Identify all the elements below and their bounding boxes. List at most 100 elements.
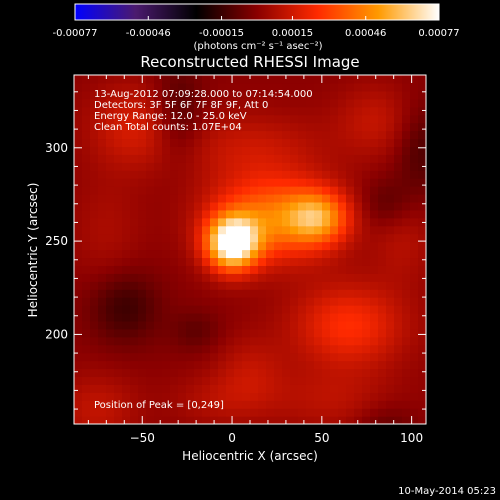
heatmap-cell (314, 289, 323, 298)
heatmap-cell (378, 408, 387, 417)
heatmap-cell (162, 98, 171, 108)
heatmap-cell (122, 289, 131, 298)
heatmap-cell (98, 162, 107, 171)
heatmap-cell (250, 289, 259, 298)
heatmap-cell (410, 400, 419, 409)
heatmap-cell (274, 376, 283, 385)
heatmap-cell (170, 257, 179, 266)
heatmap-cell (114, 265, 123, 274)
heatmap-cell (194, 249, 203, 259)
heatmap-cell (138, 257, 147, 266)
heatmap-cell (362, 320, 371, 330)
heatmap-cell (386, 265, 395, 274)
heatmap-cell (314, 400, 323, 409)
heatmap-cell (290, 217, 299, 227)
heatmap-cell (242, 146, 251, 155)
heatmap-cell (258, 209, 267, 219)
heatmap-cell (82, 400, 91, 409)
heatmap-cell (154, 360, 163, 370)
heatmap-cell (314, 392, 323, 401)
heatmap-cell (162, 400, 171, 409)
heatmap-cell (218, 154, 227, 163)
heatmap-cell (354, 360, 363, 370)
heatmap-cell (314, 106, 323, 116)
heatmap-cell (146, 273, 155, 282)
heatmap-cell (106, 130, 115, 140)
heatmap-cell (362, 217, 371, 227)
heatmap-cell (258, 312, 267, 322)
heatmap-cell (194, 217, 203, 227)
heatmap-cell (138, 146, 147, 155)
heatmap-cell (306, 154, 315, 163)
heatmap-cell (178, 170, 187, 179)
heatmap-cell (258, 376, 267, 385)
heatmap-cell (130, 265, 139, 274)
heatmap-cell (162, 82, 171, 92)
heatmap-cell (370, 201, 379, 211)
heatmap-cell (162, 138, 171, 147)
heatmap-cell (282, 162, 291, 171)
heatmap-cell (154, 376, 163, 385)
heatmap-cell (314, 186, 323, 195)
heatmap-cell (74, 106, 83, 116)
heatmap-cell (186, 154, 195, 163)
heatmap-cell (98, 392, 107, 401)
heatmap-cell (362, 360, 371, 370)
heatmap-cell (90, 336, 99, 346)
heatmap-cell (130, 98, 139, 108)
heatmap-cell (218, 146, 227, 155)
heatmap-cell (162, 90, 171, 100)
heatmap-cell (194, 408, 203, 417)
heatmap-cell (314, 344, 323, 354)
heatmap-cell (170, 225, 179, 235)
heatmap-cell (418, 146, 426, 155)
heatmap-cell (178, 233, 187, 243)
heatmap-cell (234, 114, 243, 124)
heatmap-cell (162, 186, 171, 195)
heatmap-cell (162, 384, 171, 393)
heatmap-cell (290, 193, 299, 203)
heatmap-cell (290, 408, 299, 417)
heatmap-cell (138, 138, 147, 147)
y-tick-label: 300 (45, 141, 68, 155)
heatmap-cell (178, 320, 187, 330)
heatmap-cell (90, 312, 99, 322)
heatmap-cell (346, 376, 355, 385)
heatmap-cell (394, 376, 403, 385)
heatmap-cell (106, 384, 115, 393)
heatmap-cell (298, 400, 307, 409)
heatmap-cell (402, 106, 411, 116)
heatmap-cell (370, 249, 379, 259)
heatmap-cell (402, 352, 411, 362)
heatmap-cell (354, 186, 363, 195)
heatmap-cell (274, 257, 283, 266)
heatmap-cell (370, 265, 379, 274)
heatmap-cell (394, 114, 403, 124)
heatmap-cell (418, 328, 426, 338)
heatmap-cell (186, 75, 195, 84)
heatmap-cell (354, 320, 363, 330)
heatmap-cell (98, 320, 107, 330)
heatmap-cell (394, 360, 403, 370)
heatmap-cell (282, 408, 291, 417)
heatmap-cell (410, 368, 419, 378)
heatmap-cell (370, 257, 379, 266)
heatmap-cell (178, 241, 187, 251)
heatmap-cell (210, 241, 219, 251)
heatmap-cell (330, 376, 339, 385)
heatmap-cell (146, 90, 155, 100)
heatmap-cell (250, 336, 259, 346)
heatmap-cell (274, 368, 283, 378)
heatmap-cell (394, 297, 403, 306)
heatmap-cell (138, 130, 147, 140)
heatmap-cell (218, 241, 227, 251)
heatmap-cell (394, 75, 403, 84)
heatmap-cell (90, 281, 99, 290)
heatmap-cell (266, 376, 275, 385)
heatmap-cell (122, 209, 131, 219)
heatmap-cell (122, 170, 131, 179)
heatmap-cell (242, 154, 251, 163)
heatmap-cell (250, 130, 259, 140)
heatmap-cell (74, 178, 83, 187)
heatmap-cell (250, 265, 259, 274)
